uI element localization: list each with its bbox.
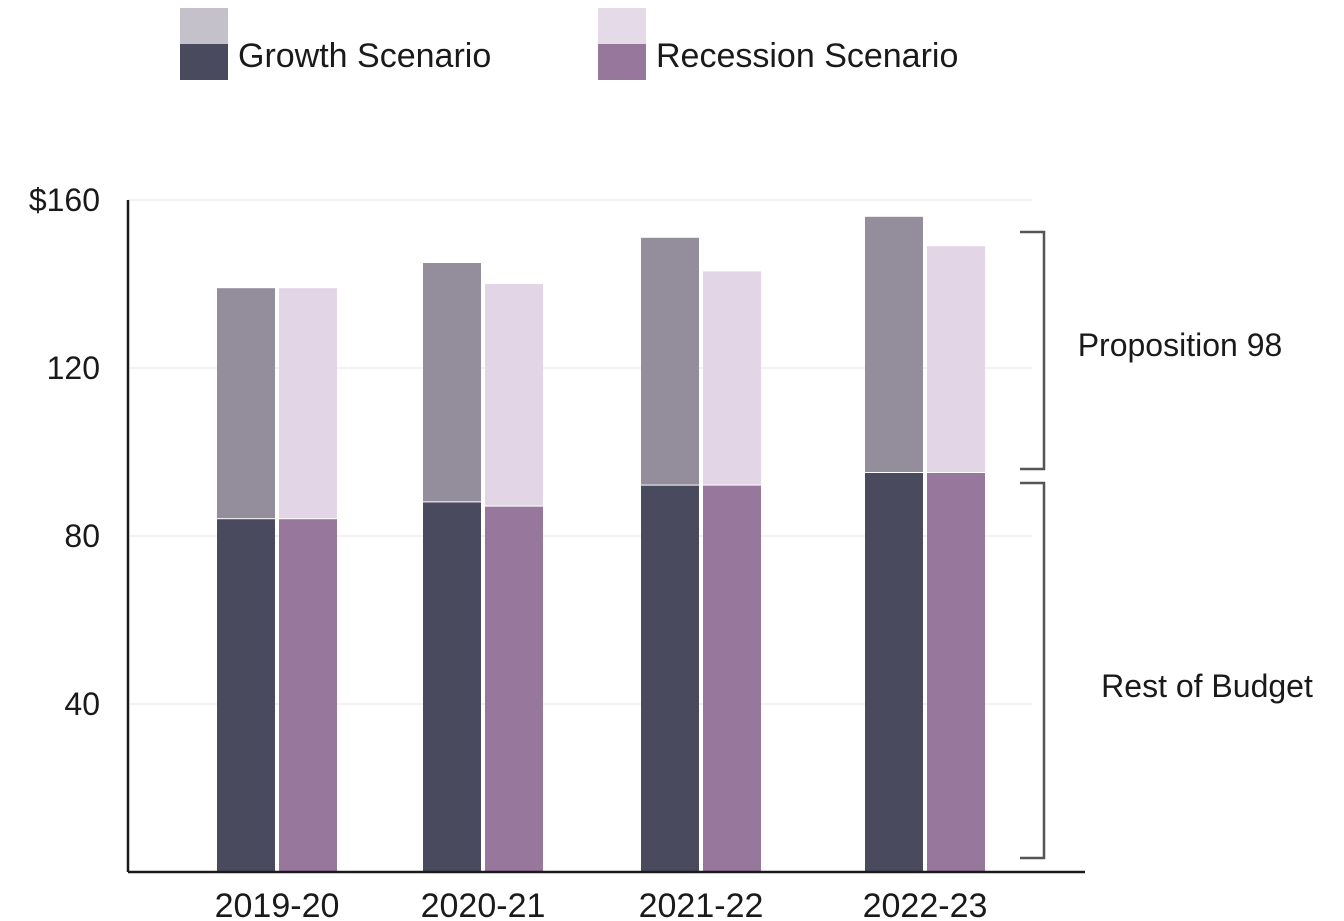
bar-proposition-98	[423, 263, 481, 502]
x-tick-label: 2021-22	[639, 887, 764, 921]
bracket-rest-of-budget	[1020, 481, 1046, 860]
legend-swatch-light	[180, 8, 228, 44]
legend-swatch-light	[598, 8, 646, 44]
bar-rest-of-budget	[485, 506, 543, 872]
bar-proposition-98	[703, 271, 761, 485]
bar-proposition-98	[217, 288, 275, 519]
bar-rest-of-budget	[423, 502, 481, 872]
bar-proposition-98	[927, 246, 985, 472]
bar-proposition-98	[485, 284, 543, 506]
bar-rest-of-budget	[703, 485, 761, 872]
x-tick-label: 2019-20	[215, 887, 340, 921]
bar-proposition-98	[279, 288, 337, 519]
rest-of-budget-label: Rest of Budget	[1101, 668, 1313, 704]
bar-rest-of-budget	[865, 473, 923, 872]
y-tick-label: 120	[47, 350, 100, 386]
legend-label: Recession Scenario	[656, 37, 958, 75]
legend-label: Growth Scenario	[238, 37, 491, 75]
legend: Growth Scenario Recession Scenario	[180, 8, 958, 80]
y-tick-label: $160	[29, 182, 100, 218]
axes: $160 120 80 40 2019-20 2020-21 2021-22 2022-23	[29, 182, 1085, 921]
legend-swatch-dark	[598, 44, 646, 80]
bracket-proposition-98	[1020, 230, 1046, 471]
y-tick-label: 40	[64, 686, 100, 722]
legend-swatch-dark	[180, 44, 228, 80]
annotations: Proposition 98 Rest of Budget	[1020, 230, 1313, 860]
x-tick-label: 2020-21	[421, 887, 546, 921]
bar-proposition-98	[641, 237, 699, 485]
bar-rest-of-budget	[217, 519, 275, 872]
bar-rest-of-budget	[927, 473, 985, 872]
y-tick-label: 80	[64, 518, 100, 554]
proposition-98-label: Proposition 98	[1078, 327, 1283, 363]
bar-proposition-98	[865, 216, 923, 472]
bar-rest-of-budget	[279, 519, 337, 872]
bar-rest-of-budget	[641, 485, 699, 872]
bars	[217, 216, 985, 872]
x-tick-label: 2022-23	[863, 887, 988, 921]
